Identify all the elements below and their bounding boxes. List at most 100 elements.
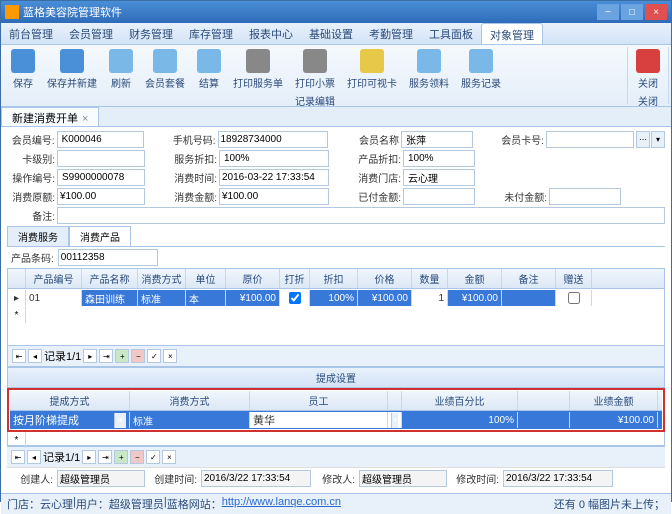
col-header[interactable]: 打折 (280, 269, 310, 288)
table-row[interactable]: ▸ 01 森田训练 标准 本 ¥100.00 100% ¥100.00 1 ¥1… (8, 289, 664, 307)
col-header[interactable]: 员工 (250, 391, 388, 410)
menu-7[interactable]: 工具面板 (421, 23, 481, 44)
subtab-1[interactable]: 消费产品 (69, 226, 131, 246)
nav-first-button[interactable]: ⇤ (11, 450, 25, 464)
status-right: 还有 0 幅图片未上传； (554, 496, 665, 512)
remark-label: 备注: (7, 208, 55, 223)
menu-5[interactable]: 基础设置 (301, 23, 361, 44)
col-header[interactable]: 消费方式 (130, 391, 250, 410)
dropdown-icon[interactable]: ▾ (391, 413, 398, 428)
col-header[interactable]: 产品名称 (82, 269, 138, 288)
phone-input[interactable] (218, 131, 328, 148)
tab-close-icon[interactable]: × (82, 113, 88, 125)
paid-value (403, 188, 475, 205)
col-header[interactable]: 折扣 (310, 269, 358, 288)
menu-6[interactable]: 考勤管理 (361, 23, 421, 44)
nav-record-label: 记录1/1 (43, 449, 80, 465)
menu-0[interactable]: 前台管理 (1, 23, 61, 44)
modifier-label: 修改人: (315, 471, 355, 486)
nav-last-button[interactable]: ⇥ (99, 349, 113, 363)
menu-1[interactable]: 会员管理 (61, 23, 121, 44)
modify-time-field (503, 470, 613, 487)
nav-last-button[interactable]: ⇥ (98, 450, 112, 464)
window-title: 蓝格美容院管理软件 (23, 4, 597, 20)
toolbtn-保存[interactable]: 保存 (5, 47, 41, 92)
menu-4[interactable]: 报表中心 (241, 23, 301, 44)
close-button[interactable]: × (645, 4, 667, 20)
col-header[interactable]: 产品编号 (26, 269, 82, 288)
toolbtn-结算[interactable]: 结算 (191, 47, 227, 92)
discount-checkbox[interactable] (289, 292, 301, 304)
nav-next-button[interactable]: ▸ (82, 450, 96, 464)
col-header[interactable] (518, 391, 570, 410)
nav-next-button[interactable]: ▸ (83, 349, 97, 363)
menubar: 前台管理会员管理财务管理库存管理报表中心基础设置考勤管理工具面板对象管理 (1, 23, 671, 45)
subtab-0[interactable]: 消费服务 (7, 226, 69, 246)
shop-label: 消费门店: (353, 170, 401, 185)
card-lookup-button[interactable]: ⋯ (636, 131, 650, 148)
toolbtn-服务记录[interactable]: 服务记录 (455, 47, 507, 92)
op-no-label: 操作编号: (7, 170, 55, 185)
nav-add-button[interactable]: + (114, 450, 128, 464)
barcode-label: 产品条码: (11, 250, 54, 265)
col-header[interactable] (388, 391, 402, 410)
col-header[interactable]: 业绩百分比 (402, 391, 518, 410)
creator-field (57, 470, 145, 487)
col-header[interactable]: 金额 (448, 269, 502, 288)
phone-label: 手机号码: (168, 132, 216, 147)
menu-8[interactable]: 对象管理 (481, 23, 543, 44)
menu-3[interactable]: 库存管理 (181, 23, 241, 44)
col-header[interactable]: 单位 (186, 269, 226, 288)
col-header[interactable]: 原价 (226, 269, 280, 288)
nav-first-button[interactable]: ⇤ (12, 349, 26, 363)
tool-icon (469, 49, 493, 73)
consume-amount-input[interactable] (219, 188, 329, 205)
gift-checkbox[interactable] (568, 292, 580, 304)
tab-new-order[interactable]: 新建消费开单× (1, 107, 99, 126)
tool-icon (197, 49, 221, 73)
maximize-button[interactable]: □ (621, 4, 643, 20)
remark-input[interactable] (57, 207, 665, 224)
nav-cancel-button[interactable]: × (163, 349, 177, 363)
nav-check-button[interactable]: ✓ (147, 349, 161, 363)
col-header[interactable]: 备注 (502, 269, 556, 288)
toolbtn-打印服务单[interactable]: 打印服务单 (227, 47, 289, 92)
nav-del-button[interactable]: − (131, 349, 145, 363)
col-header[interactable]: 消费方式 (138, 269, 186, 288)
toolbtn-刷新[interactable]: 刷新 (103, 47, 139, 92)
svc-discount-label: 服务折扣: (169, 151, 217, 166)
orig-amount-input[interactable] (57, 188, 145, 205)
nav-prev-button[interactable]: ◂ (27, 450, 41, 464)
menu-2[interactable]: 财务管理 (121, 23, 181, 44)
toolbtn-保存并新建[interactable]: 保存并新建 (41, 47, 103, 92)
site-link[interactable]: http://www.lanqe.com.cn (222, 496, 341, 512)
col-header[interactable]: 提成方式 (10, 391, 130, 410)
toolbar-close-button[interactable]: 关闭 (630, 47, 666, 92)
svc-discount-value: 100% (219, 150, 329, 167)
toolbtn-会员套餐[interactable]: 会员套餐 (139, 47, 191, 92)
col-header[interactable]: 业绩金额 (570, 391, 658, 410)
nav-del-button[interactable]: − (130, 450, 144, 464)
toolbar: 保存保存并新建刷新会员套餐结算打印服务单打印小票打印可视卡服务领料服务记录 记录… (1, 45, 671, 107)
tool-icon (417, 49, 441, 73)
modify-time-label: 修改时间: (451, 471, 499, 486)
col-header[interactable]: 价格 (358, 269, 412, 288)
toolbtn-打印小票[interactable]: 打印小票 (289, 47, 341, 92)
nav-cancel-button[interactable]: × (162, 450, 176, 464)
dropdown-icon[interactable]: ▾ (114, 413, 126, 428)
toolbtn-打印可视卡[interactable]: 打印可视卡 (341, 47, 403, 92)
col-header[interactable]: 数量 (412, 269, 448, 288)
col-header[interactable]: 赠送 (556, 269, 592, 288)
minimize-button[interactable]: − (597, 4, 619, 20)
nav-add-button[interactable]: + (115, 349, 129, 363)
nav-check-button[interactable]: ✓ (146, 450, 160, 464)
card-no-input[interactable] (546, 131, 634, 148)
table-row[interactable]: 按月阶梯提成▾ 标准 黄华 ▾ 100% ¥100.00 (10, 411, 662, 429)
nav-prev-button[interactable]: ◂ (28, 349, 42, 363)
col-header[interactable] (8, 269, 26, 288)
consume-time-input[interactable] (219, 169, 329, 186)
toolbtn-服务领料[interactable]: 服务领料 (403, 47, 455, 92)
barcode-input[interactable] (58, 249, 158, 266)
member-no-label: 会员编号: (7, 132, 55, 147)
card-dropdown-button[interactable]: ▾ (651, 131, 665, 148)
